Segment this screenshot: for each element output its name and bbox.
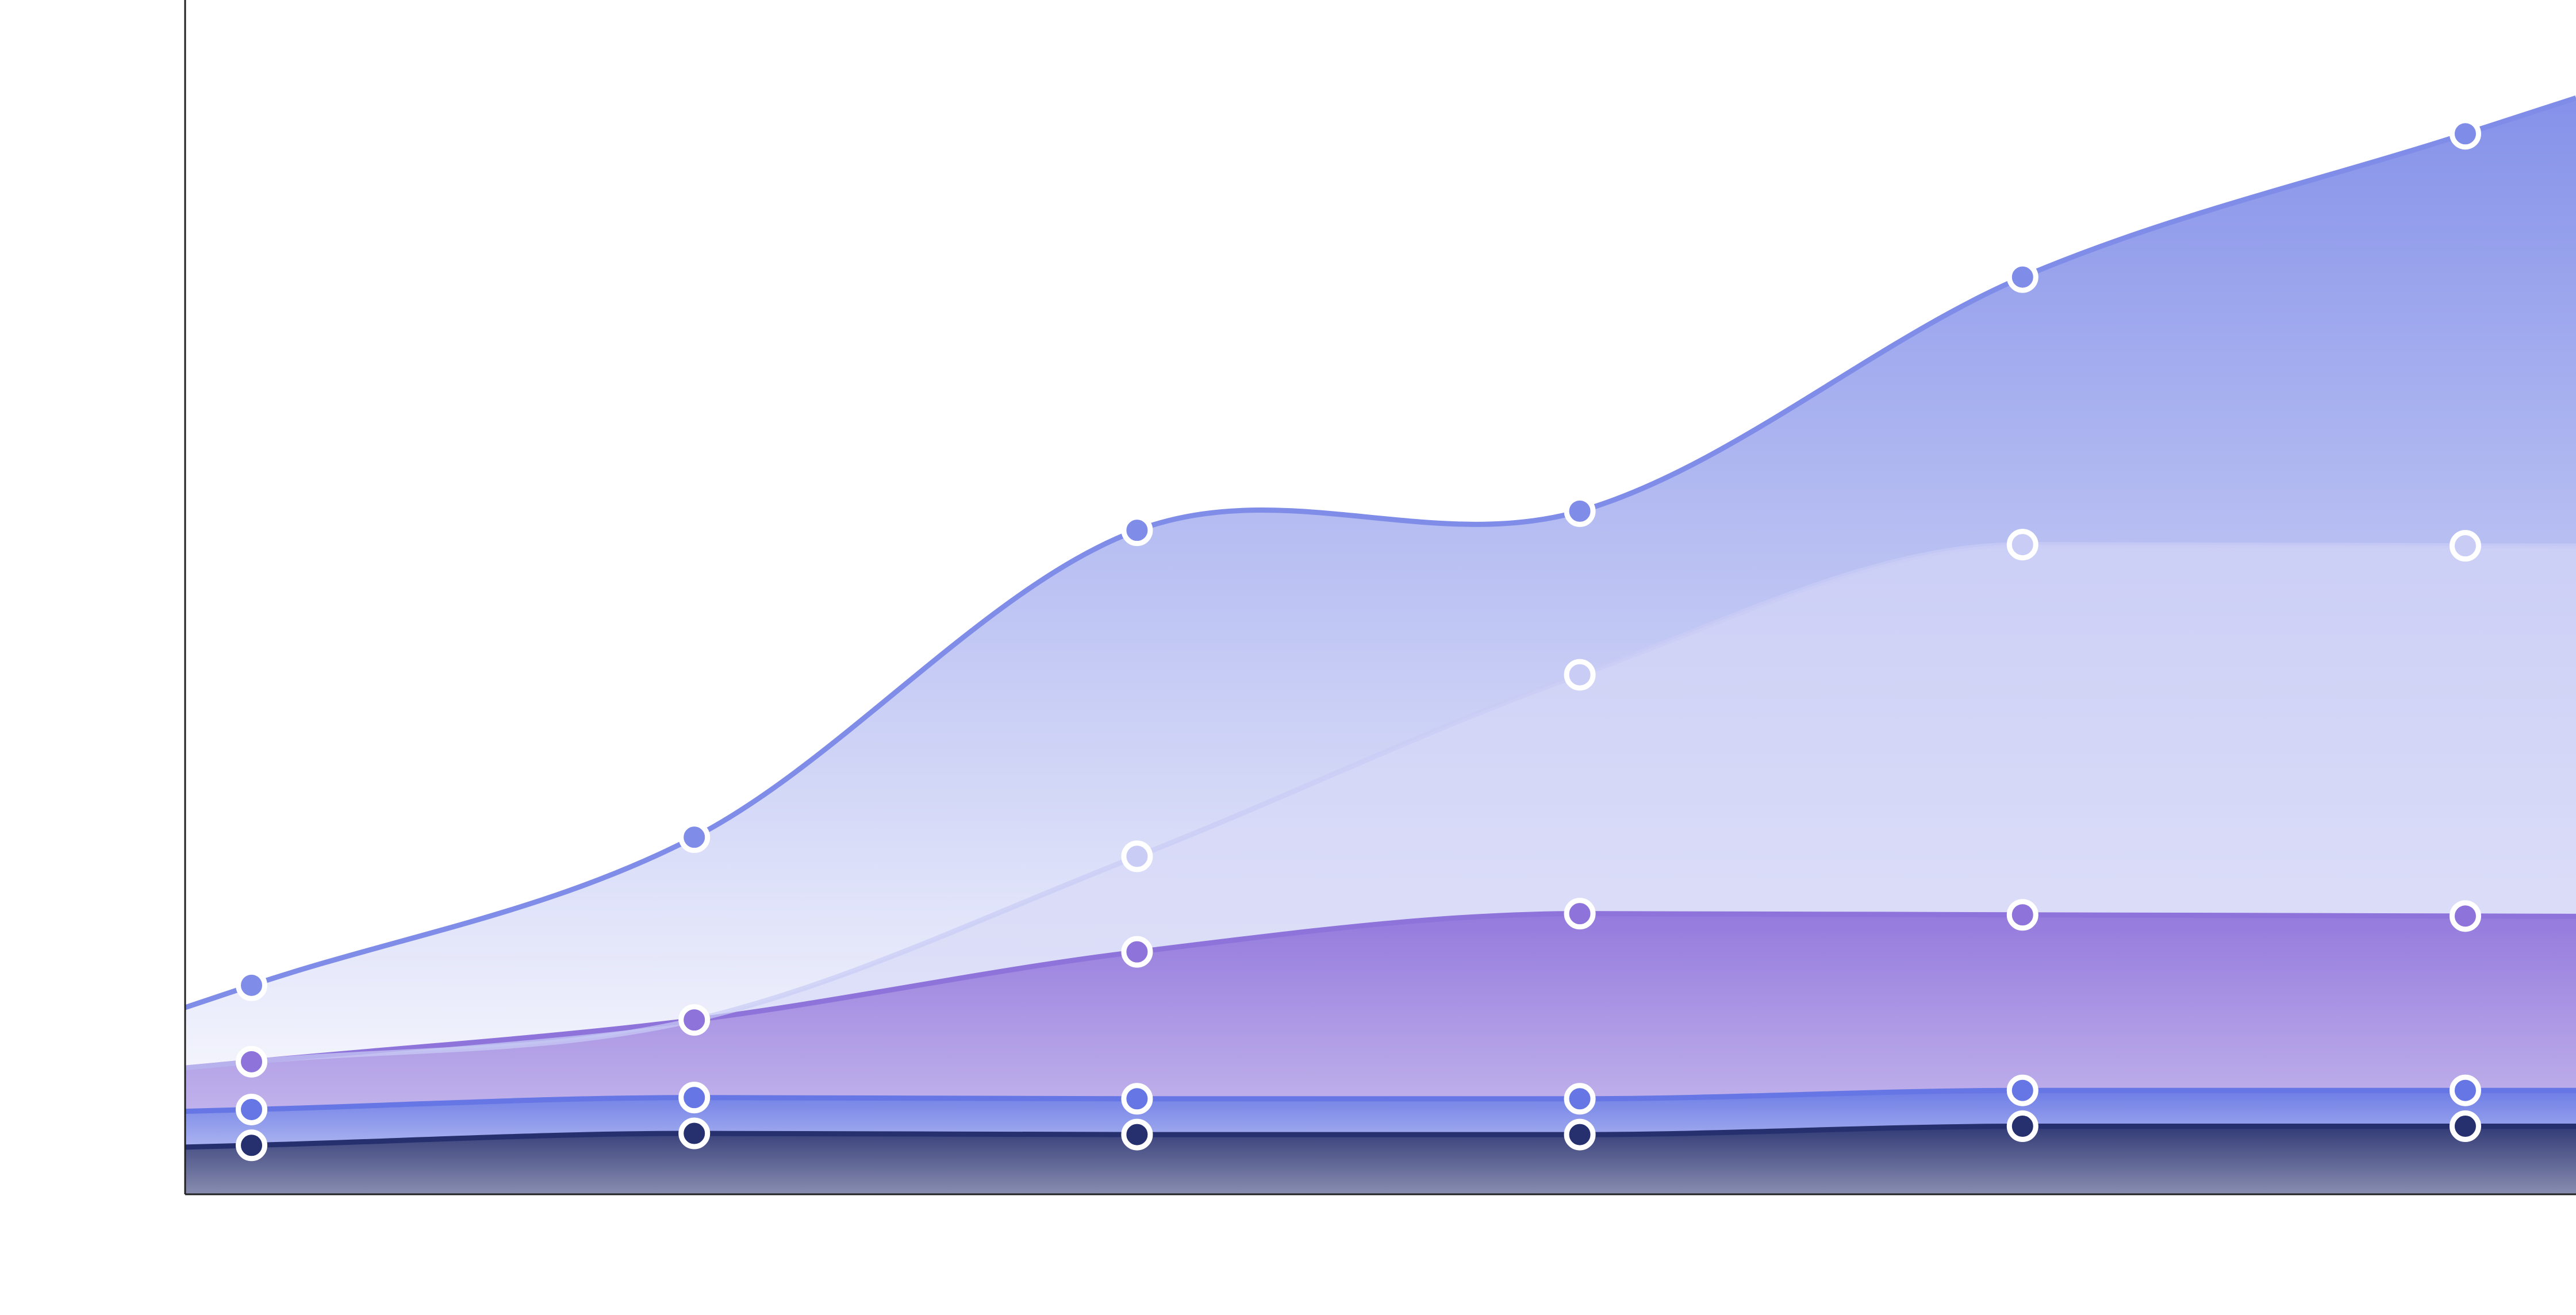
- line-series-2: [185, 1087, 2576, 1114]
- point-series-1-x3: [1121, 1118, 1153, 1151]
- area-series-1: [185, 1126, 2576, 1194]
- point-series-5-x1: [236, 969, 268, 1001]
- point-series-5-x5: [2006, 261, 2038, 293]
- area-series-5: [185, 98, 2576, 1068]
- point-series-3-x3: [1121, 936, 1153, 968]
- point-series-3-x1: [236, 1045, 268, 1078]
- point-series-4-x6: [2449, 530, 2481, 562]
- point-series-2-x2: [678, 1082, 711, 1114]
- point-series-1-x6: [2449, 1110, 2481, 1143]
- point-series-5-x4: [1564, 495, 1596, 527]
- line-series-4: [185, 542, 2576, 1071]
- point-series-4-x5: [2006, 529, 2038, 561]
- point-series-3-x2: [678, 1004, 711, 1036]
- point-series-2-x4: [1564, 1083, 1596, 1115]
- point-series-1-x1: [236, 1129, 268, 1162]
- point-series-1-x4: [1564, 1118, 1596, 1151]
- line-series-1: [185, 1124, 2576, 1150]
- area-series-4: [185, 544, 2576, 1068]
- point-series-2-x5: [2006, 1074, 2038, 1106]
- point-series-2-x6: [2449, 1074, 2481, 1106]
- point-series-2-x1: [236, 1093, 268, 1125]
- point-series-2-x3: [1121, 1083, 1153, 1115]
- point-series-5-x6: [2449, 118, 2481, 150]
- point-series-4-x3: [1121, 840, 1153, 872]
- axes-layer: [184, 0, 2576, 1195]
- point-series-3-x6: [2449, 900, 2481, 932]
- point-series-3-x4: [1564, 898, 1596, 930]
- area-series-3: [185, 913, 2576, 1112]
- points-layer: [236, 118, 2481, 1162]
- point-series-4-x4: [1564, 659, 1596, 691]
- point-series-5-x3: [1121, 514, 1153, 547]
- point-series-3-x5: [2006, 899, 2038, 931]
- point-series-1-x5: [2006, 1110, 2038, 1143]
- line-series-3: [185, 911, 2576, 1071]
- point-series-5-x2: [678, 821, 711, 853]
- areas-layer: [185, 98, 2576, 1194]
- line-series-5: [184, 95, 2576, 1010]
- point-series-1-x2: [678, 1117, 711, 1149]
- lines-layer: [184, 95, 2576, 1150]
